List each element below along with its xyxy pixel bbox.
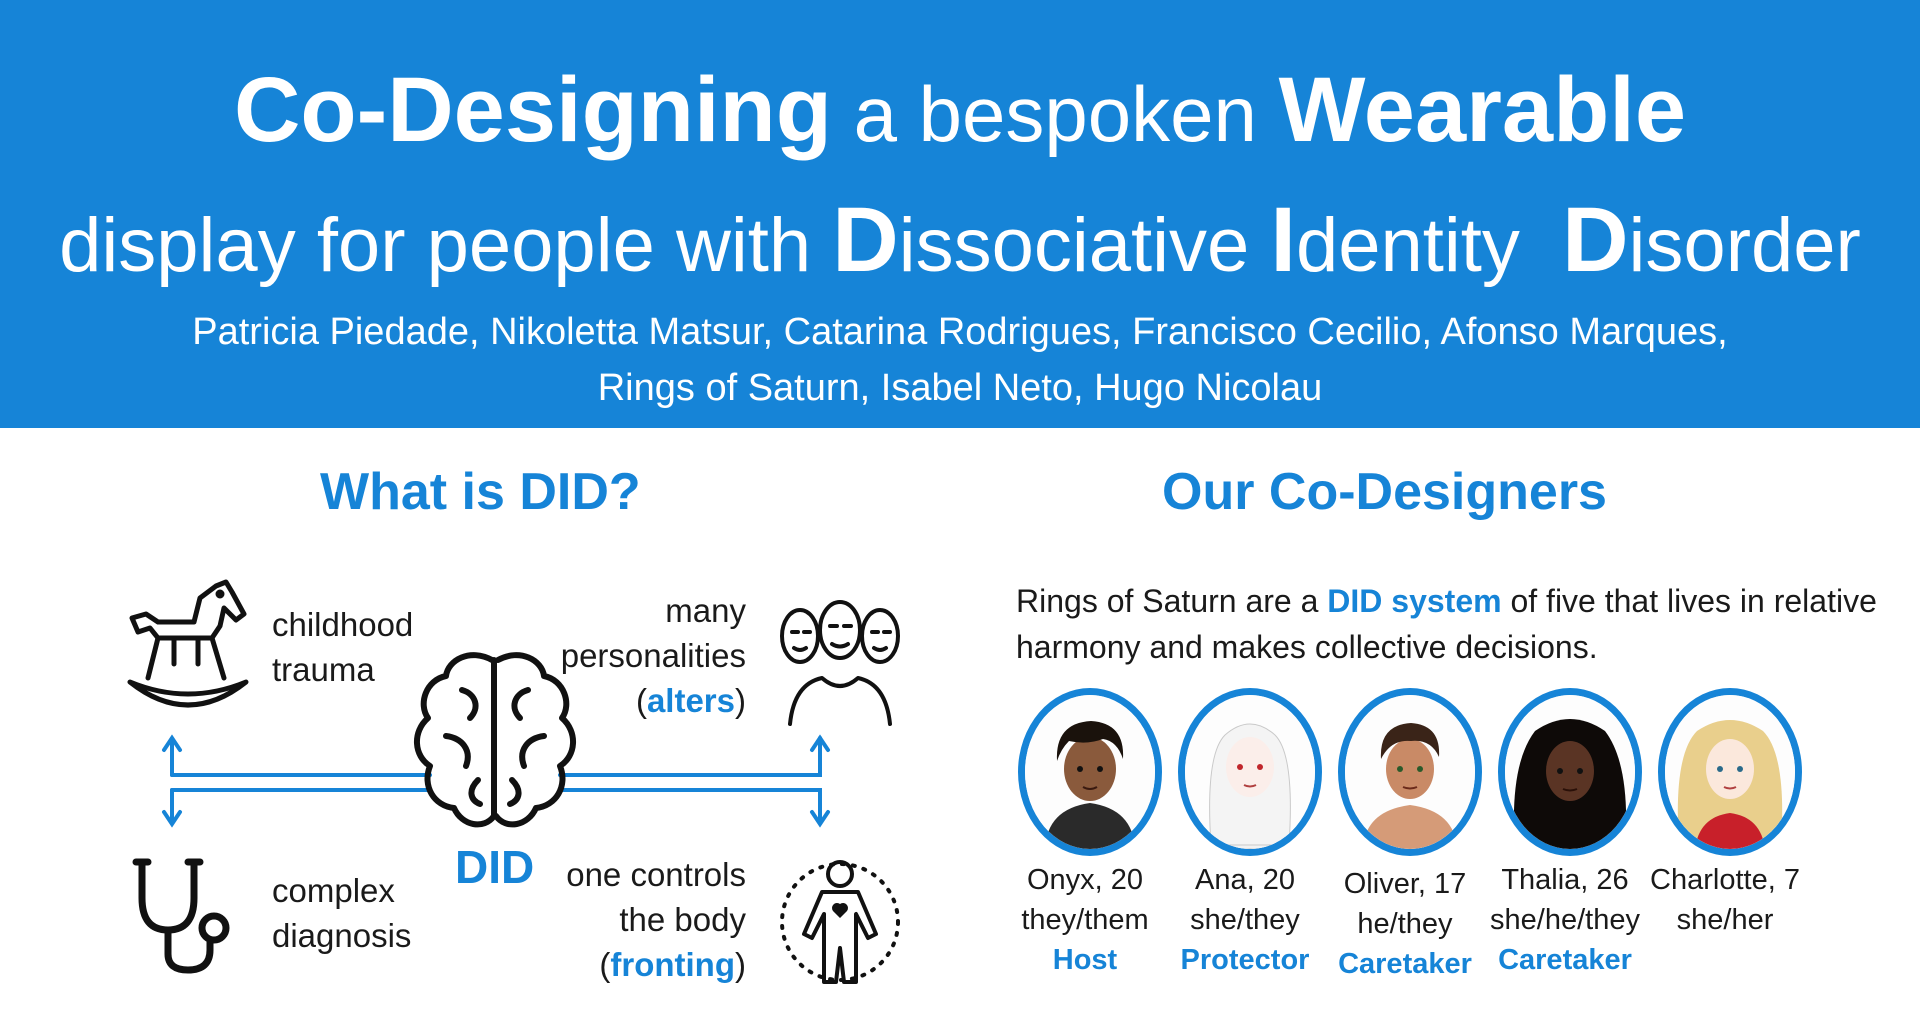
avatar-onyx — [1018, 688, 1162, 856]
member-caption: Ana, 20 she/they Protector — [1160, 860, 1330, 980]
fronting-figure-icon — [780, 860, 900, 984]
intro-text: Rings of Saturn are a — [1016, 583, 1328, 619]
fronting-term: fronting — [610, 946, 735, 983]
intro-text: of five that lives in relative harmony a… — [1016, 583, 1877, 665]
childhood-trauma-label: childhood trauma — [272, 602, 413, 692]
member-name: Onyx, 20 — [1026, 864, 1144, 896]
member-pronouns: they/them — [1021, 904, 1149, 936]
did-center-label: DID — [455, 841, 535, 893]
alters-term: alters — [646, 682, 735, 719]
label-line: the body — [619, 901, 746, 938]
brain-icon — [413, 652, 577, 828]
title-line-2: display for people with Dissociative Ide… — [0, 192, 1920, 294]
member-pronouns: she/they — [1190, 904, 1300, 936]
title-letter-d: D — [1562, 189, 1629, 291]
portrait-thalia-icon — [1505, 695, 1635, 849]
section-title-what-is-did: What is DID? — [320, 463, 641, 521]
avatar-ana — [1178, 688, 1322, 856]
title-letter-i: I — [1270, 189, 1296, 291]
label-line: many — [665, 592, 746, 629]
member-role: Caretaker — [1338, 948, 1472, 980]
member-pronouns: she/he/they — [1490, 904, 1640, 936]
portrait-onyx-icon — [1025, 695, 1155, 849]
label-line: diagnosis — [272, 917, 412, 954]
did-system-term: DID system — [1327, 583, 1502, 619]
paren: ( — [635, 682, 647, 719]
paren: ( — [599, 946, 611, 983]
title-fragment: dentity — [1295, 203, 1563, 288]
title-fragment: issociative — [898, 203, 1271, 288]
title-line-1: Co-Designing a bespoken Wearable — [0, 62, 1920, 162]
stethoscope-icon — [132, 858, 230, 974]
title-word-codesigning: Co-Designing — [233, 59, 832, 161]
member-caption: Thalia, 26 she/he/they Caretaker — [1480, 860, 1650, 980]
portrait-oliver-icon — [1345, 695, 1475, 849]
member-caption: Oliver, 17 he/they Caretaker — [1320, 864, 1490, 984]
complex-diagnosis-label: complex diagnosis — [272, 868, 411, 958]
member-name: Charlotte, 7 — [1650, 864, 1800, 896]
rocking-horse-icon — [127, 579, 249, 708]
member-role: Protector — [1180, 944, 1310, 976]
paren: ) — [735, 946, 746, 983]
one-controls-label: one controls the body (fronting) — [520, 852, 746, 987]
title-fragment: display for people with — [59, 203, 833, 288]
member-role: Host — [1052, 944, 1118, 976]
title-fragment: isorder — [1628, 203, 1861, 288]
member-caption: Onyx, 20 they/them Host — [1000, 860, 1170, 980]
label-line: trauma — [272, 651, 375, 688]
many-personalities-label: many personalities (alters) — [540, 588, 746, 723]
label-line: personalities — [560, 637, 746, 674]
title-word-wearable: Wearable — [1278, 59, 1687, 161]
co-designers-intro: Rings of Saturn are a DID system of five… — [1016, 578, 1896, 670]
title-fragment: a bespoken — [831, 70, 1279, 158]
paren: ) — [735, 682, 746, 719]
label-line: (fronting) — [520, 942, 746, 987]
member-pronouns: he/they — [1357, 908, 1453, 940]
member-name: Oliver, 17 — [1343, 868, 1467, 900]
portrait-ana-icon — [1185, 695, 1315, 849]
label-line: one controls — [566, 856, 746, 893]
member-pronouns: she/her — [1676, 904, 1774, 936]
avatar-oliver — [1338, 688, 1482, 856]
member-name: Thalia, 26 — [1501, 864, 1629, 896]
avatar-thalia — [1498, 688, 1642, 856]
authors-line-1: Patricia Piedade, Nikoletta Matsur, Cata… — [192, 311, 1728, 353]
label-line: childhood — [272, 606, 414, 643]
alters-faces-icon — [780, 600, 900, 726]
avatar-charlotte — [1658, 688, 1802, 856]
member-name: Ana, 20 — [1195, 864, 1295, 896]
title-letter-d: D — [832, 189, 899, 291]
member-role: Caretaker — [1498, 944, 1632, 976]
label-line: (alters) — [540, 678, 746, 723]
author-list: Patricia Piedade, Nikoletta Matsur, Cata… — [0, 304, 1920, 416]
portrait-charlotte-icon — [1665, 695, 1795, 849]
title-banner: Co-Designing a bespoken Wearable display… — [0, 0, 1920, 428]
member-caption: Charlotte, 7 she/her — [1640, 860, 1810, 940]
authors-line-2: Rings of Saturn, Isabel Neto, Hugo Nicol… — [597, 367, 1323, 409]
section-title-co-designers: Our Co-Designers — [1162, 463, 1607, 521]
label-line: complex — [272, 872, 395, 909]
